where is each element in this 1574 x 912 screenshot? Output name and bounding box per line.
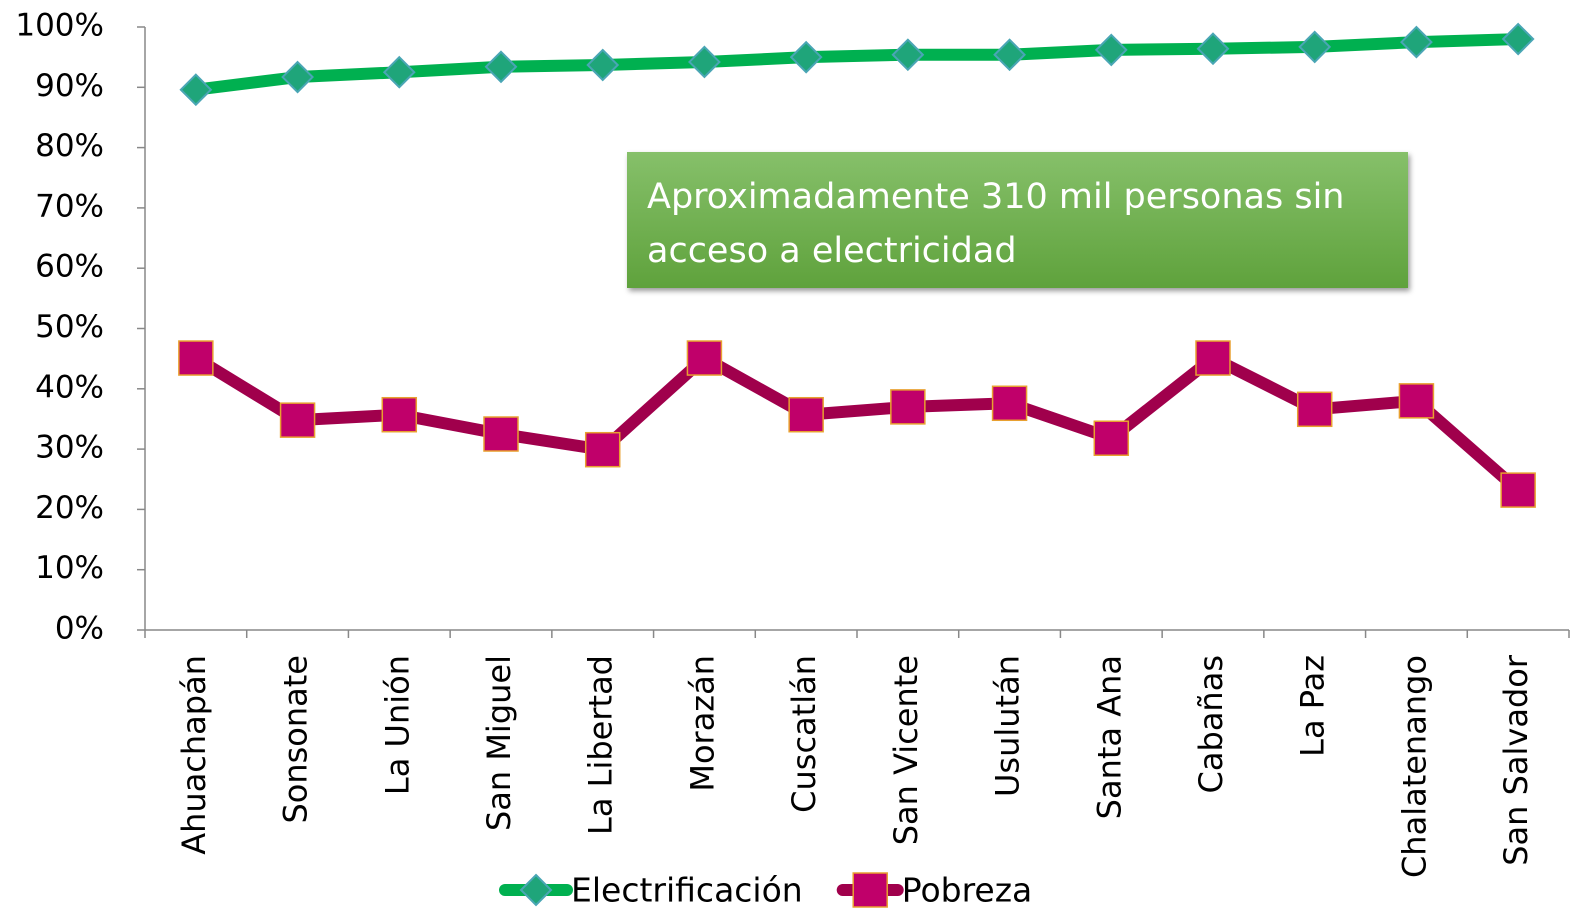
marker (1196, 32, 1230, 66)
x-tick-label: Chalatenango (1395, 655, 1433, 878)
marker (1093, 420, 1130, 456)
y-tick-label: 0% (55, 611, 104, 647)
marker (1398, 383, 1435, 419)
x-tick-label: San Vicente (887, 655, 925, 845)
x-tick-label: Usulután (989, 655, 1027, 797)
marker (1400, 25, 1433, 59)
marker (788, 396, 824, 433)
x-tick-label: San Miguel (480, 655, 518, 831)
marker (484, 50, 518, 84)
x-tick-label: Sonsonate (277, 655, 315, 824)
x-tick-label: Ahuachapán (175, 655, 213, 855)
marker (519, 873, 553, 907)
marker (852, 872, 888, 908)
marker (890, 389, 926, 425)
y-tick-label: 30% (35, 430, 104, 466)
x-tick-label: La Unión (378, 655, 416, 795)
x-tick-label: San Salvador (1497, 654, 1535, 866)
y-tick-label: 100% (15, 8, 104, 44)
y-tick-label: 10% (35, 550, 104, 586)
marker (179, 73, 213, 107)
marker (1195, 340, 1231, 376)
marker (688, 45, 721, 79)
series-line (195, 33, 1519, 96)
marker (686, 340, 723, 376)
y-tick-label: 20% (35, 490, 104, 526)
marker (279, 402, 316, 438)
x-tick-label: La Paz (1294, 655, 1332, 757)
y-tick-label: 50% (35, 309, 104, 345)
x-tick-label: Santa Ana (1090, 655, 1128, 819)
y-tick-label: 90% (35, 68, 104, 104)
marker (381, 396, 418, 433)
marker (382, 55, 416, 89)
marker (1298, 30, 1332, 64)
marker (1296, 391, 1333, 428)
marker (1500, 472, 1536, 508)
annotation: Aproximadamente 310 mil personas sin acc… (627, 152, 1408, 288)
marker (584, 431, 621, 468)
marker (586, 48, 620, 82)
legend-label: Pobreza (902, 871, 1033, 910)
marker (1501, 22, 1535, 56)
marker (281, 60, 314, 94)
x-tick-label: Morazán (683, 655, 721, 792)
x-tick-label: La Libertad (582, 655, 620, 835)
marker (178, 340, 214, 376)
x-tick-label: Cuscatlán (785, 655, 823, 813)
marker (891, 38, 925, 72)
marker (1094, 33, 1128, 67)
marker (993, 38, 1026, 72)
marker (991, 385, 1028, 422)
marker (789, 40, 823, 74)
y-tick-label: 60% (35, 249, 104, 285)
y-tick-label: 40% (35, 369, 104, 405)
x-tick-label: Cabañas (1192, 655, 1230, 793)
marker (483, 416, 519, 452)
y-tick-label: 80% (35, 128, 104, 164)
legend-label: Electrificación (571, 871, 803, 910)
y-tick-label: 70% (35, 188, 104, 224)
